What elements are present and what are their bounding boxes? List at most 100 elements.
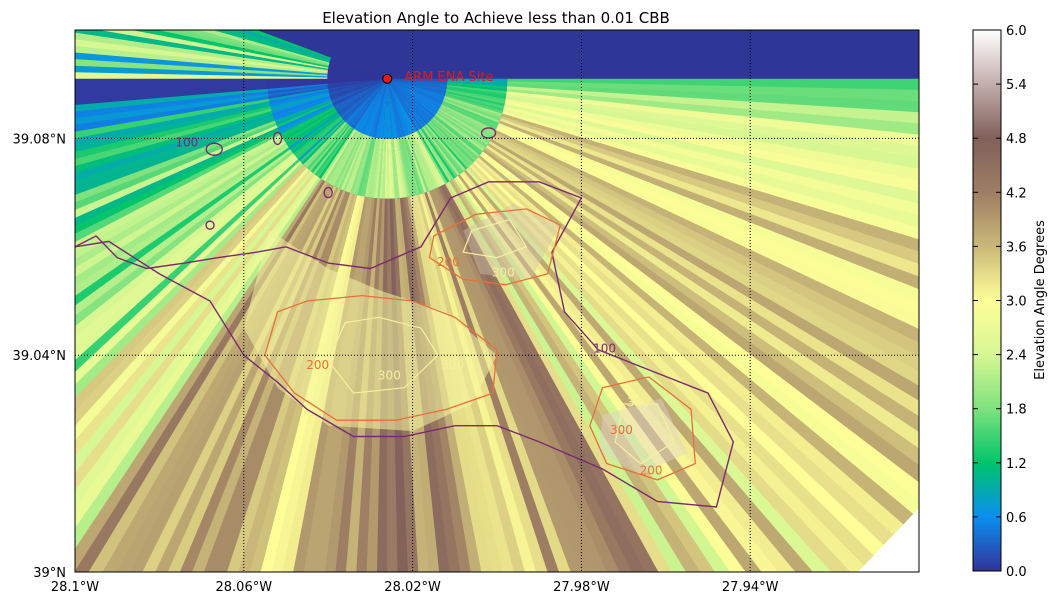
field-ray: [443, 98, 501, 121]
field-ray: [435, 113, 486, 150]
field-ray: [409, 134, 434, 191]
field-ray: [447, 81, 508, 87]
field-ray: [442, 102, 498, 128]
field-ray: [354, 78, 388, 131]
field-ray: [349, 135, 370, 194]
field-ray: [444, 94, 503, 114]
field-ray: [447, 82, 508, 90]
site-marker[interactable]: [382, 73, 393, 84]
field-ray: [366, 78, 388, 136]
field-ray: [399, 137, 415, 197]
no-data-corner: [858, 508, 919, 572]
field-ray: [331, 131, 361, 187]
field-ray: [387, 78, 444, 103]
contour-label: 200: [437, 255, 460, 269]
field-ray: [75, 174, 317, 509]
y-tick-label: 39.04°N: [13, 349, 66, 364]
field-ray: [75, 108, 272, 166]
field-ray: [421, 192, 548, 572]
field-ray: [387, 78, 430, 123]
field-ray: [268, 87, 329, 99]
field-ray: [387, 78, 434, 119]
field-ray: [447, 78, 508, 82]
field-ray: [365, 78, 388, 136]
field-ray: [453, 177, 731, 572]
x-tick-label: 28.02°W: [384, 580, 441, 595]
contour-line: [75, 181, 735, 508]
field-ray: [387, 78, 405, 137]
field-ray: [296, 117, 343, 160]
field-ray: [472, 160, 913, 572]
field-ray: [387, 78, 440, 110]
field-ray: [387, 78, 438, 114]
field-ray: [387, 78, 426, 126]
field-ray: [387, 78, 442, 106]
field-ray: [362, 137, 377, 197]
field-ray: [75, 138, 285, 268]
field-ray: [179, 30, 330, 66]
contour-label: 300: [627, 396, 650, 410]
field-ray: [75, 142, 288, 287]
field-ray: [276, 101, 333, 128]
field-ray: [340, 78, 388, 118]
field-ray: [75, 156, 299, 360]
colorbar-tick-label: 0.6: [1006, 511, 1027, 526]
field-ray: [384, 138, 388, 199]
field-ray: [389, 138, 395, 199]
field-ray: [451, 178, 715, 572]
field-ray: [387, 78, 444, 100]
field-ray: [293, 115, 342, 156]
field-ray: [347, 78, 388, 126]
field-ray: [337, 78, 388, 114]
field-ray: [445, 90, 506, 105]
field-ray: [287, 111, 339, 148]
colorbar-tick-label: 2.4: [1006, 349, 1027, 364]
field-ray: [443, 97, 502, 119]
field-ray: [247, 30, 332, 60]
field-ray: [330, 78, 388, 99]
field-ray: [387, 78, 413, 134]
field-ray: [443, 99, 500, 124]
field-ray: [273, 98, 332, 121]
field-ray: [387, 78, 432, 121]
field-ray: [387, 78, 438, 113]
field-ray: [430, 119, 475, 163]
field-ray: [425, 124, 466, 172]
field-ray: [404, 135, 425, 194]
field-ray: [440, 104, 496, 133]
field-ray: [387, 78, 431, 122]
field-ray: [387, 78, 427, 126]
field-ray: [390, 138, 398, 199]
field-ray: [426, 123, 468, 170]
field-ray: [474, 159, 919, 572]
contour-label: 100: [175, 136, 198, 150]
contour-line: [327, 316, 439, 394]
field-ray: [334, 78, 388, 109]
field-ray: [280, 106, 335, 137]
field-ray: [387, 78, 424, 128]
field-ray: [379, 138, 385, 199]
field-ray: [348, 78, 388, 126]
field-ray: [340, 134, 366, 191]
field-ray: [339, 78, 388, 117]
field-ray: [312, 125, 352, 175]
field-ray: [333, 78, 388, 107]
field-ray: [267, 82, 328, 89]
field-ray: [75, 171, 313, 473]
field-ray: [434, 115, 483, 154]
field-ray: [338, 78, 388, 116]
field-ray: [328, 78, 388, 92]
field-ray: [75, 117, 275, 195]
islet-contour: [205, 220, 215, 230]
colorbar-tick-label: 6.0: [1006, 24, 1027, 39]
field-ray: [288, 112, 339, 150]
field-ray: [395, 137, 408, 198]
field-ray: [420, 128, 456, 179]
field-ray: [75, 91, 269, 119]
field-ray: [442, 183, 659, 572]
field-ray: [387, 78, 393, 139]
field-ray: [427, 122, 470, 169]
field-ray: [387, 78, 425, 127]
colorbar-tick-label: 3.6: [1006, 240, 1027, 255]
